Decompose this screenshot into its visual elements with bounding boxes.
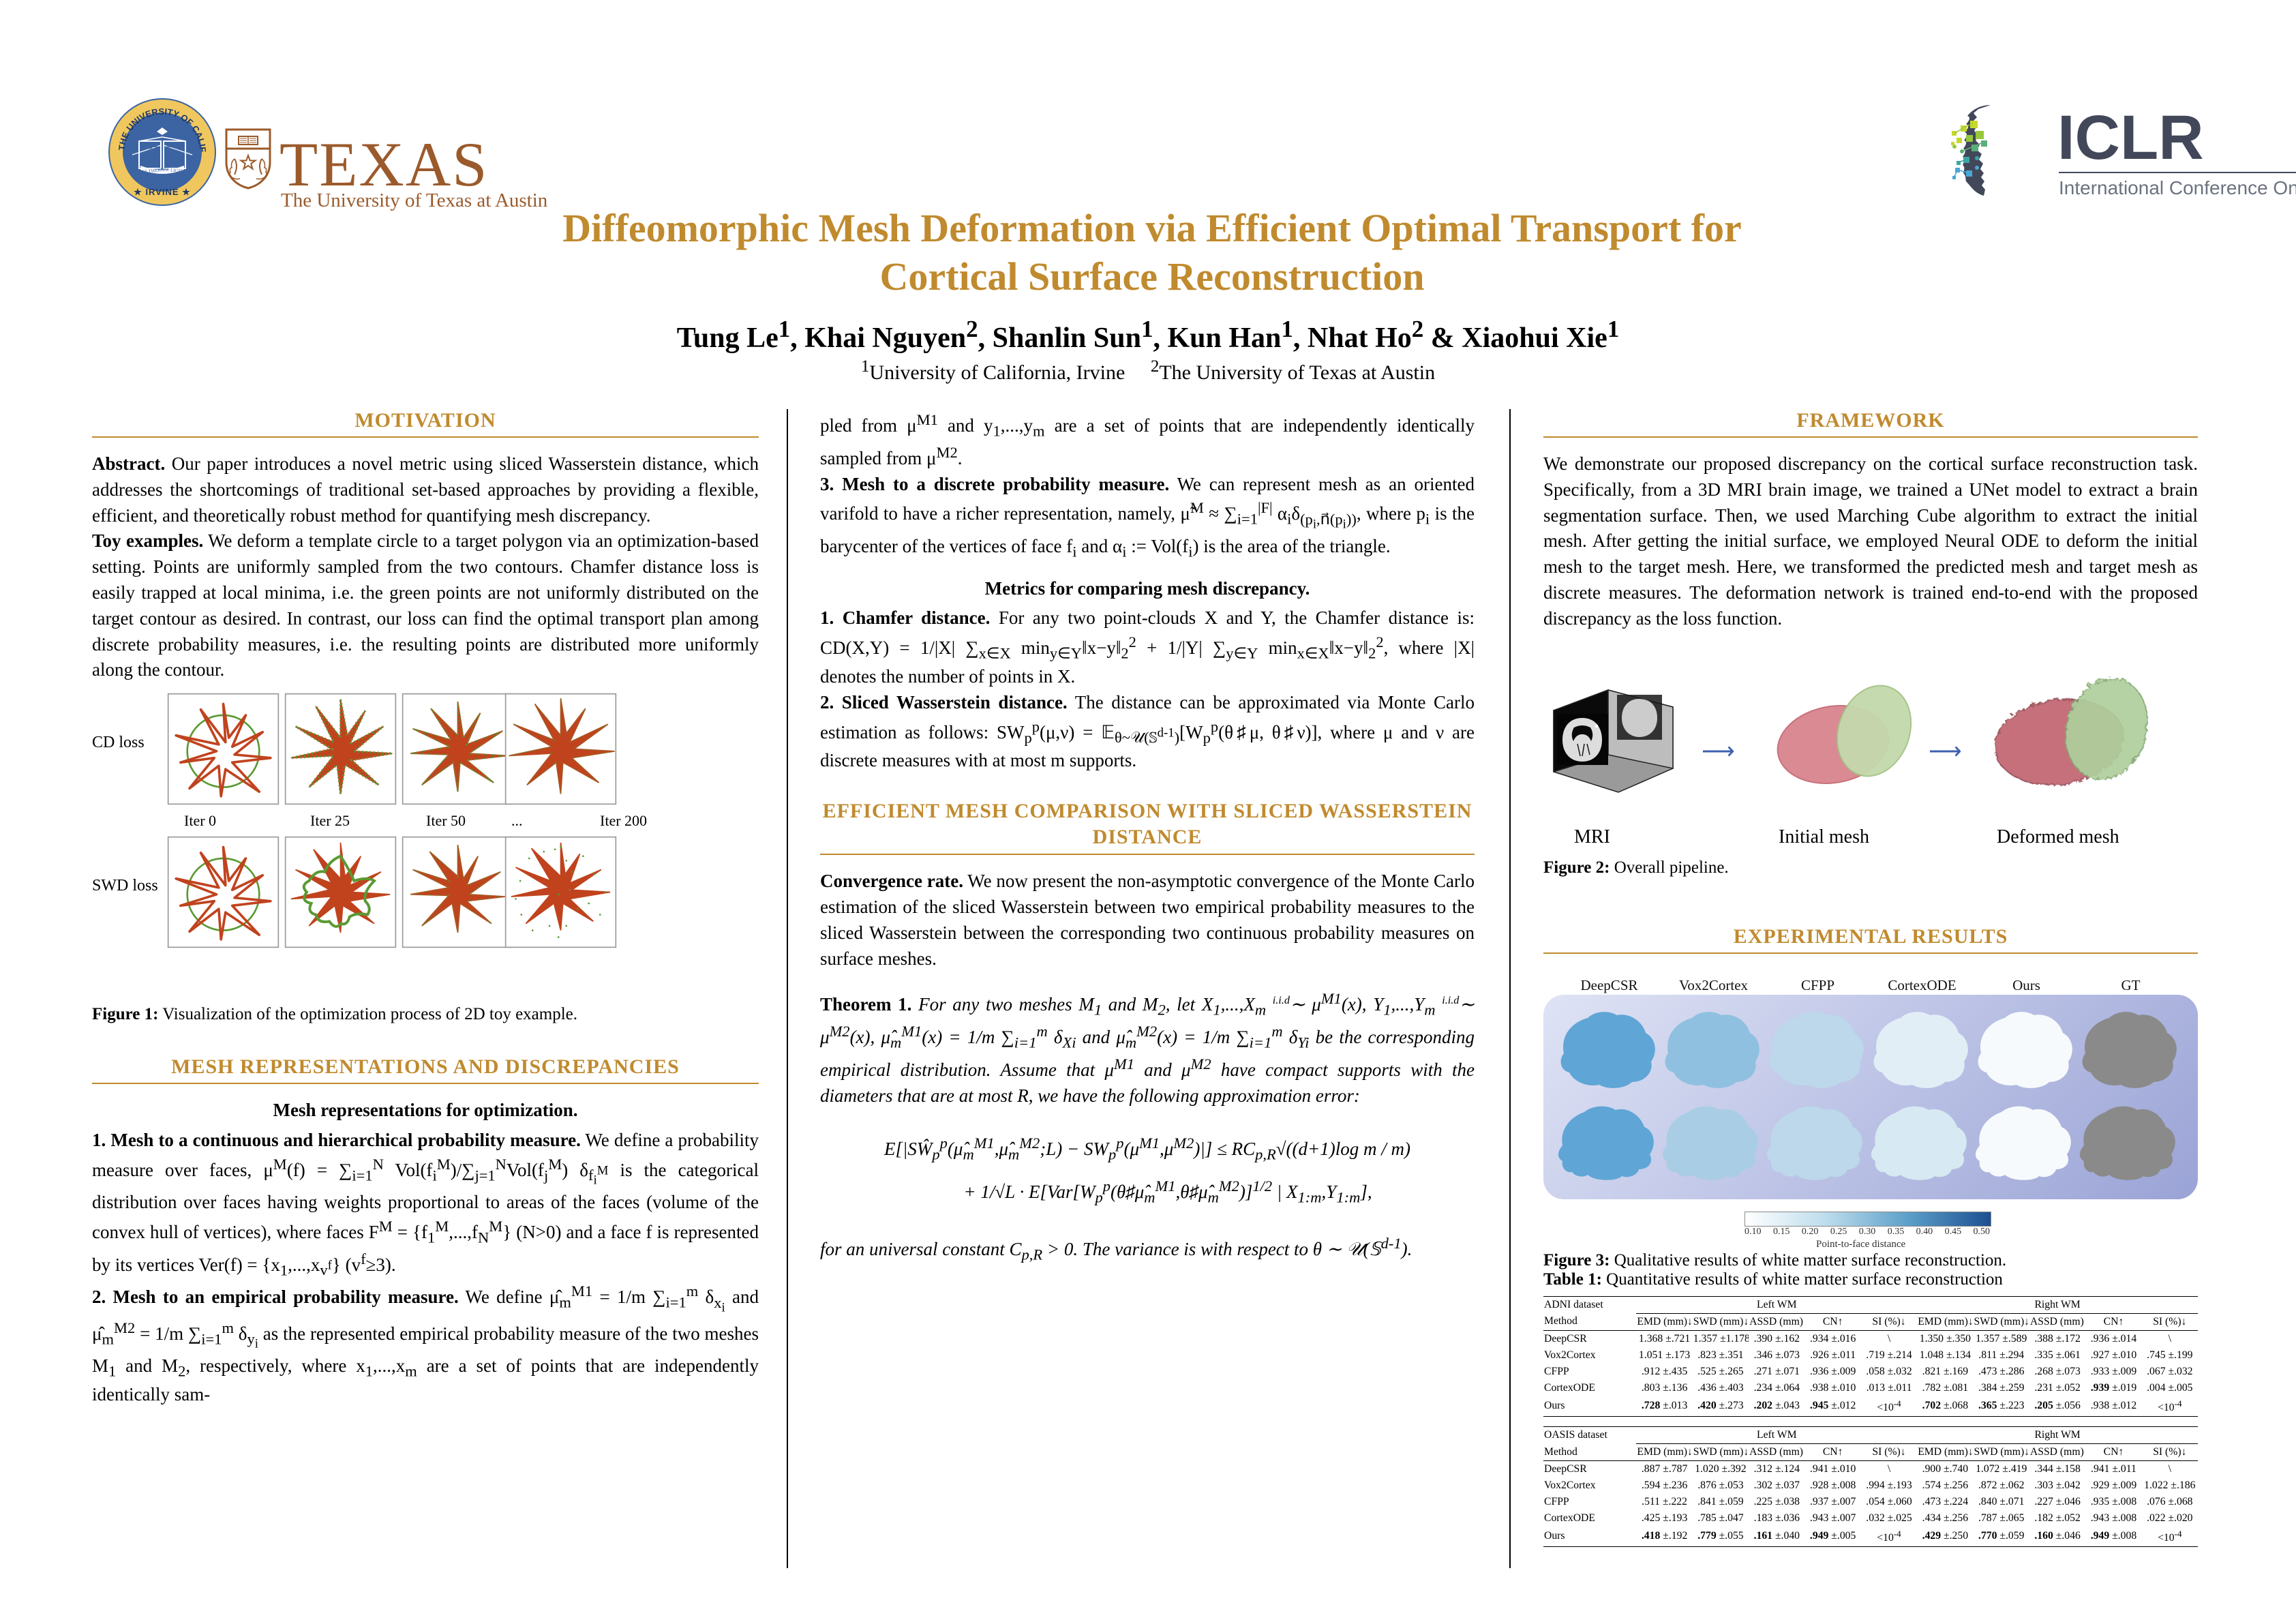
svg-text:A: A <box>149 145 153 151</box>
svg-text:★ IRVINE ★: ★ IRVINE ★ <box>134 187 191 197</box>
